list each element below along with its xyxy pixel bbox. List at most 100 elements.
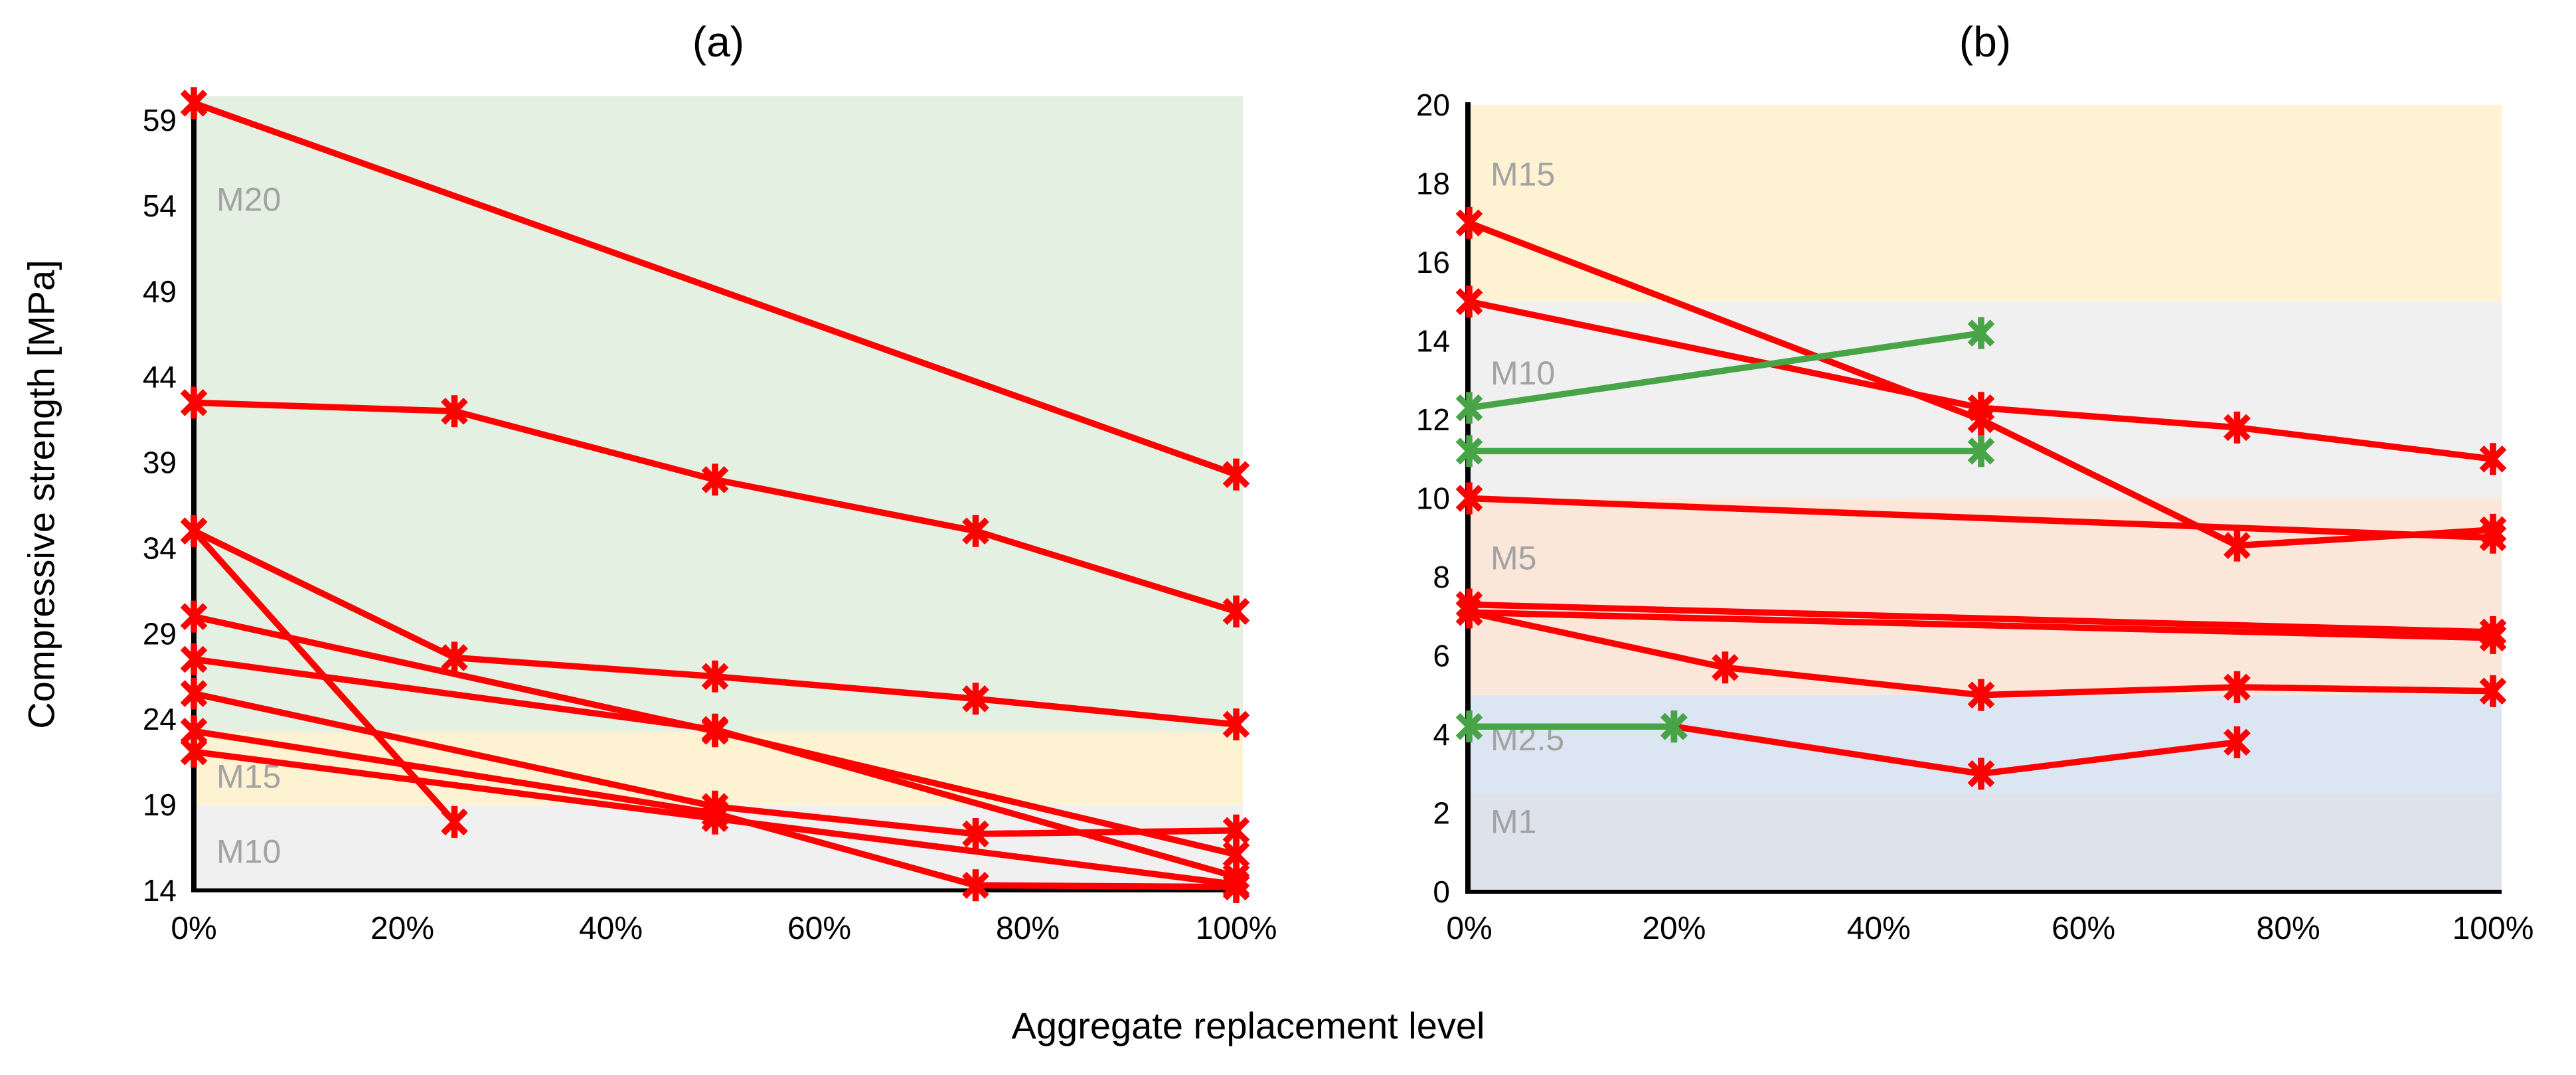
x-axis-title: Aggregate replacement level [1011,1005,1485,1046]
marker-arm [180,389,208,416]
y-tick-label: 2 [1433,796,1450,831]
data-point-marker [180,677,208,710]
data-point-marker [2223,671,2251,703]
data-point-marker [2479,675,2507,707]
band-label-m10: M10 [216,833,281,870]
data-point-marker [701,463,729,496]
marker-arm [2479,677,2507,705]
band-label-m1: M1 [1490,803,1536,840]
chart-a-title: (a) [692,18,745,66]
data-point-marker [180,386,208,419]
marker-arm [1222,841,1250,868]
marker-arm [2479,624,2507,652]
y-tick-label: 24 [143,702,177,736]
y-axis-title: Compressive strength [MPa] [20,260,62,729]
data-point-marker [1455,596,1483,629]
data-point-marker [962,515,989,547]
marker-arm [1455,209,1483,237]
band-label-m5: M5 [1490,539,1536,576]
data-point-marker [1455,482,1483,515]
data-series [1469,495,2494,541]
marker-arm [701,805,729,833]
data-point-marker [962,683,989,715]
marker-arm [701,716,729,744]
y-tick-label: 20 [1416,88,1450,122]
data-point-marker [1967,392,1995,424]
marker-arm [1455,712,1483,740]
data-series [193,690,1237,837]
x-tick-label: 20% [370,911,434,946]
marker-arm [1967,438,1995,465]
data-series [1468,220,2494,549]
data-point-marker [1455,710,1483,743]
data-point-marker [962,869,989,902]
y-tick-label: 49 [143,274,177,309]
marker-arm [962,871,989,899]
marker-arm [1967,394,1995,422]
marker-arm [701,466,729,493]
marker-arm [2223,728,2251,756]
marker-arm [2479,524,2507,552]
data-point-marker [1455,286,1483,318]
x-tick-label: 100% [2453,911,2534,946]
data-point-marker [180,87,208,120]
marker-arm [441,808,468,836]
data-point-marker [1222,814,1250,847]
y-tick-label: 54 [143,189,177,223]
marker-arm [1455,485,1483,512]
x-tick-label: 80% [996,911,1060,946]
y-tick-label: 34 [143,531,177,565]
data-point-marker [1222,708,1250,740]
marker-arm [1455,288,1483,315]
x-tick-label: 40% [1847,911,1911,946]
x-tick-label: 80% [2257,911,2320,946]
x-tick-label: 100% [1196,911,1277,946]
marker-arm [701,663,729,691]
chart-b-title: (b) [1959,18,2012,66]
data-series [1469,298,2494,463]
x-tick-label: 60% [2052,911,2115,946]
marker-arm [2223,532,2251,559]
band-m15 [194,732,1243,805]
data-point-marker [1712,651,1739,684]
marker-arm [962,820,989,848]
data-point-marker [180,600,208,633]
marker-arm [1222,710,1250,738]
data-point-marker [180,736,208,768]
marker-arm [441,644,468,671]
y-tick-label: 14 [143,873,177,908]
data-series [193,728,1237,890]
band-m1 [1468,793,2502,892]
marker-arm [1222,598,1250,625]
data-point-marker [1222,595,1250,627]
data-point-marker [441,395,468,428]
data-point-marker [2479,443,2507,475]
y-tick-label: 16 [1416,245,1450,280]
data-point-marker [2479,521,2507,554]
y-tick-label: 12 [1416,402,1450,437]
y-tick-label: 19 [143,787,177,822]
band-label-m10: M10 [1490,355,1555,392]
marker-arm [180,89,208,117]
y-tick-label: 8 [1433,560,1450,594]
data-point-marker [1455,392,1483,424]
band-m5 [1468,498,2502,695]
marker-arm [180,680,208,707]
y-tick-label: 0 [1433,874,1450,909]
y-tick-label: 4 [1433,717,1450,752]
data-point-marker [441,805,468,838]
data-point-marker [2223,529,2251,562]
band-label-m15: M15 [1490,156,1555,193]
y-tick-label: 6 [1433,639,1450,673]
data-point-marker [1222,868,1250,900]
data-point-marker [180,515,208,547]
data-point-marker [1660,710,1688,743]
marker-arm [1967,681,1995,709]
marker-arm [1222,870,1250,898]
x-tick-label: 20% [1642,911,1706,946]
y-tick-label: 44 [143,360,177,394]
marker-arm [962,685,989,712]
x-tick-label: 0% [171,911,216,946]
marker-arm [1660,712,1688,740]
